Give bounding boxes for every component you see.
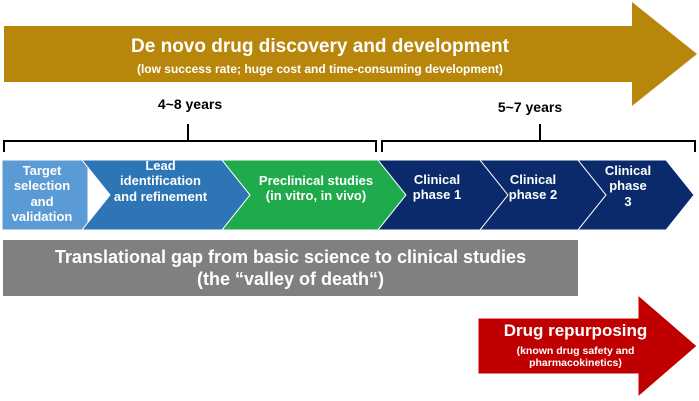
stage-label-phase1: Clinical phase 1 <box>392 172 482 203</box>
stage-lead-line: identification <box>120 173 201 189</box>
stage-label-lead: Lead identification and refinement <box>88 158 233 204</box>
span-label-clinical: 5~7 years <box>497 99 563 115</box>
repurposing-subtitle-line: pharmacokinetics) <box>529 357 622 370</box>
stage-label-phase2: Clinical phase 2 <box>488 172 578 203</box>
stage-phase2-line: Clinical <box>509 172 557 187</box>
stage-target-line: validation <box>11 208 73 224</box>
top-arrow-shape <box>4 2 697 106</box>
stage-phase2-line: phase 2 <box>508 187 558 203</box>
top-arrow-subtitle: (low success rate; huge cost and time-co… <box>136 62 504 76</box>
repurposing-subtitle-line: (known drug safety and <box>516 345 635 357</box>
stage-label-target: Target selection and validation <box>2 163 82 224</box>
repurposing-subtitle: (known drug safety and pharmacokinetics) <box>478 345 673 370</box>
stage-label-phase3: Clinical phase 3 <box>588 163 668 209</box>
span-label-discovery: 4~8 years <box>157 96 223 112</box>
stage-phase3-shape <box>576 159 695 231</box>
gap-banner-shape <box>3 240 578 296</box>
stage-phase3-line: 3 <box>624 193 632 209</box>
repurposing-arrow-shape <box>477 293 698 399</box>
stage-lead-line: Lead <box>145 158 176 173</box>
stage-phase3-line: Clinical <box>604 163 652 178</box>
brace-5-7-years <box>381 124 696 152</box>
stage-lead-line: and refinement <box>113 188 208 204</box>
stage-target-line: Target <box>22 163 62 178</box>
gap-banner-line2: (the “valley of death“) <box>196 269 385 289</box>
gap-banner-line1: Translational gap from basic science to … <box>54 247 527 267</box>
stage-target-line: selection and <box>13 178 71 209</box>
stage-phase1-line: phase 1 <box>412 187 462 203</box>
stage-phase1-line: Clinical <box>413 172 461 187</box>
top-arrow-title: De novo drug discovery and development <box>131 36 509 57</box>
brace-4-8-years <box>3 124 377 152</box>
repurposing-title: Drug repurposing <box>503 321 648 340</box>
stage-label-preclinical: Preclinical studies (in vitro, in vivo) <box>236 173 396 204</box>
stage-preclinical-line: Preclinical studies <box>258 173 374 188</box>
stage-preclinical-line: (in vitro, in vivo) <box>265 188 367 204</box>
stage-phase3-line: phase <box>609 178 647 194</box>
